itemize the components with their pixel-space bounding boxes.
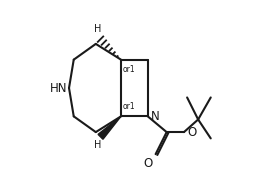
Text: HN: HN	[50, 81, 67, 95]
Text: or1: or1	[122, 65, 135, 74]
Text: H: H	[94, 140, 101, 150]
Text: or1: or1	[122, 102, 135, 111]
Text: O: O	[187, 126, 196, 139]
Text: H: H	[94, 24, 101, 34]
Text: N: N	[151, 110, 160, 123]
Polygon shape	[98, 116, 121, 139]
Text: O: O	[143, 157, 152, 170]
